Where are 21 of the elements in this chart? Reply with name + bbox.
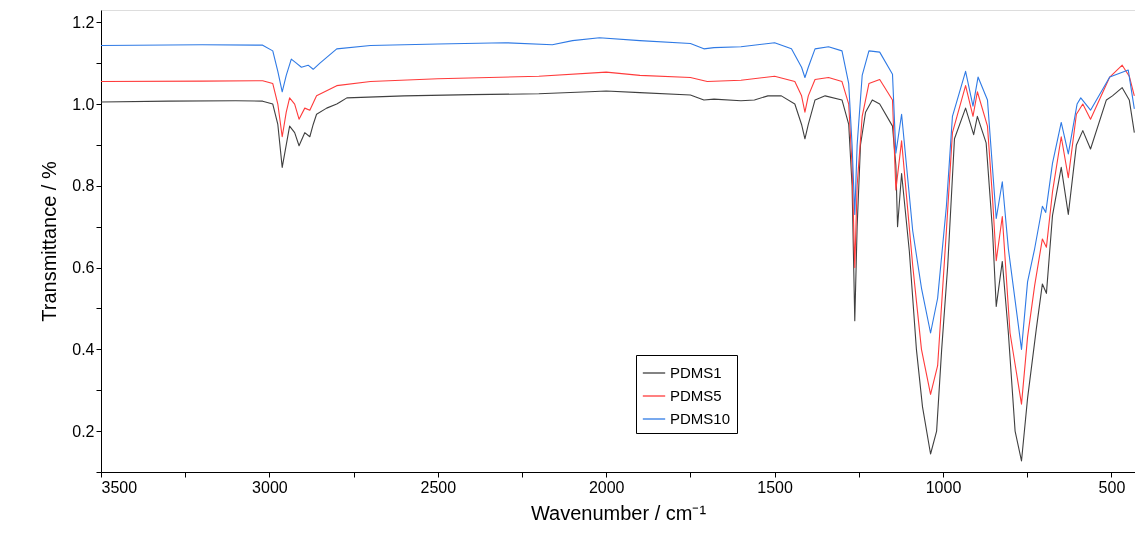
x-tick-label: 3000 xyxy=(252,478,288,496)
x-tick-label: 3500 xyxy=(101,478,138,496)
x-tick-label: 500 xyxy=(1098,478,1126,496)
line-series xyxy=(101,37,1135,350)
line-series xyxy=(101,87,1135,462)
x-tick-label: 1500 xyxy=(757,478,794,496)
y-tick-label: 0.4 xyxy=(72,340,95,358)
x-tick-label: 2500 xyxy=(420,478,457,496)
x-axis-title: Wavenumber / cm⁻¹ xyxy=(530,501,707,524)
y-axis-title: Transmittance / % xyxy=(38,161,61,322)
y-tick-label: 0.8 xyxy=(72,177,95,195)
legend-label: PDMS5 xyxy=(670,387,722,404)
x-tick-label: 2000 xyxy=(588,478,625,496)
y-tick-label: 1.2 xyxy=(72,13,95,31)
x-tick-label: 1000 xyxy=(925,478,962,496)
y-tick-label: 1.0 xyxy=(72,95,95,113)
y-tick-label: 0.6 xyxy=(72,259,95,277)
legend-label: PDMS10 xyxy=(670,410,731,427)
legend-label: PDMS1 xyxy=(670,364,722,381)
y-tick-label: 0.2 xyxy=(72,422,95,440)
line-series xyxy=(101,64,1135,405)
